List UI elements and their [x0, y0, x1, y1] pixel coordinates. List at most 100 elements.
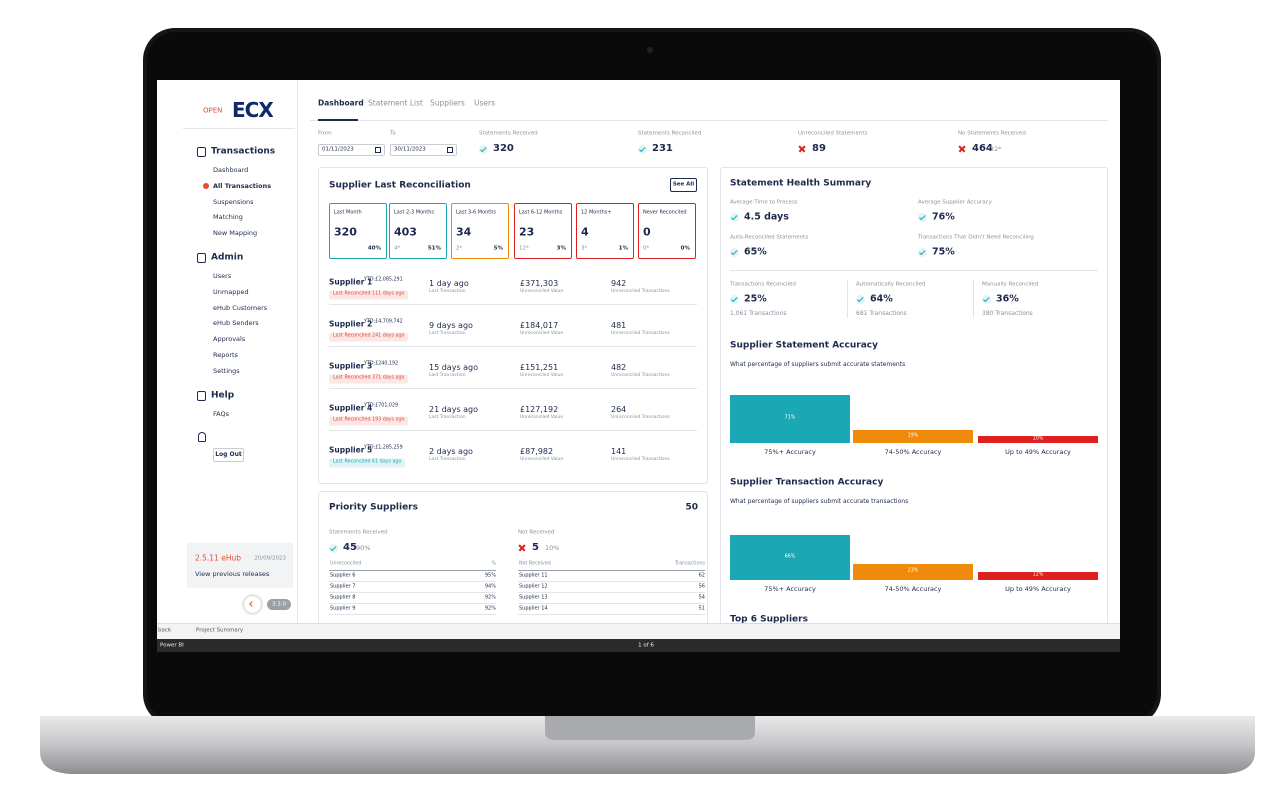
health-value: 25% — [744, 293, 767, 305]
bar — [853, 430, 973, 443]
unreconciled-count: 942 — [611, 279, 627, 288]
bar-label: 71% — [784, 415, 796, 421]
bucket-note: 2* — [456, 245, 463, 252]
release-link[interactable]: View previous releases — [195, 569, 270, 578]
bucket-pct: 40% — [367, 245, 381, 252]
date-input[interactable] — [318, 144, 385, 156]
bucket-label: Last 3-6 Months — [456, 209, 497, 216]
collapse-button[interactable] — [244, 596, 261, 613]
table-cell: 54 — [698, 594, 705, 601]
nav-item[interactable]: Approvals — [213, 334, 246, 343]
kpi-label: Statements Received — [479, 130, 538, 137]
metric-label: Unreconciled Transactions — [611, 288, 670, 294]
supplier-ytd: YTD:£4,709,742 — [364, 319, 403, 325]
bucket-pct: 51% — [427, 245, 441, 252]
supplier-name: Supplier 2 — [329, 319, 373, 329]
reconciled-badge: Last Reconciled 61 days ago — [329, 458, 406, 468]
health-sub: 380 Transactions — [982, 310, 1033, 317]
health-value: 4.5 days — [744, 211, 789, 223]
see-all-button[interactable] — [670, 178, 697, 192]
check-icon — [730, 294, 739, 304]
bucket-pct: 0% — [680, 245, 690, 252]
tab[interactable]: Suppliers — [430, 98, 465, 108]
tab[interactable]: Users — [474, 98, 496, 108]
metric-label: Unreconciled Transactions — [611, 330, 670, 336]
unreconciled-count: 264 — [611, 405, 627, 414]
nav-item[interactable]: New Mapping — [213, 228, 258, 237]
chart-title: Supplier Transaction Accuracy — [730, 477, 884, 488]
table-cell: Supplier 6 — [330, 572, 356, 579]
priority-count: 50 — [685, 502, 698, 513]
powerbi-tabs — [157, 623, 1120, 639]
metric-label: Unreconciled Value — [520, 288, 564, 294]
health-label: Transactions Reconciled — [730, 281, 796, 288]
table-cell: Supplier 11 — [519, 572, 548, 579]
bucket-value: 320 — [334, 225, 357, 239]
card — [318, 167, 708, 484]
check-icon — [982, 294, 991, 304]
nav-item[interactable]: All Transactions — [213, 181, 272, 190]
nav-item[interactable]: Users — [213, 271, 232, 280]
kpi-value: 464 — [972, 143, 993, 154]
table-cell: 51 — [698, 605, 705, 612]
nav-item[interactable]: Matching — [213, 213, 243, 222]
table-cell: Supplier 9 — [330, 605, 356, 612]
row-divider — [329, 304, 697, 305]
table-rule — [329, 570, 496, 571]
nav-section: Admin — [211, 252, 244, 263]
bucket-value: 403 — [394, 225, 417, 239]
calendar-icon — [447, 147, 453, 153]
supplier-ytd: YTD:£2,085,291 — [364, 277, 403, 283]
bar — [978, 436, 1098, 443]
metric-label: Last Transaction — [429, 456, 466, 462]
health-label: Average Time to Process — [730, 199, 798, 206]
bucket-note: 0* — [643, 245, 650, 252]
chart-subtitle: What percentage of suppliers submit accu… — [730, 361, 906, 368]
nav-item[interactable]: Settings — [213, 366, 240, 375]
kpi-value: 231 — [652, 143, 673, 154]
divider — [730, 270, 1098, 271]
table-rule — [518, 603, 705, 604]
last-transaction: 9 days ago — [429, 321, 473, 330]
table-header: % — [491, 561, 496, 567]
nav-item[interactable]: Reports — [213, 350, 238, 359]
table-rule — [518, 592, 705, 593]
filter-label: From — [318, 130, 332, 137]
tab[interactable]: Statement List — [368, 98, 423, 108]
reconciled-badge: Last Reconciled 371 days ago — [329, 374, 409, 384]
logo: OPEN — [203, 106, 223, 115]
calendar-icon — [375, 147, 381, 153]
bucket-value: 34 — [456, 225, 472, 239]
nav-item[interactable]: FAQs — [213, 409, 229, 418]
table-rule — [329, 581, 496, 582]
nav-item[interactable]: Dashboard — [213, 165, 249, 174]
bar — [853, 564, 973, 580]
nav-item[interactable]: eHub Customers — [213, 303, 268, 312]
metric-label: Last Transaction — [429, 372, 466, 378]
version-badge — [267, 599, 291, 610]
health-value: 36% — [996, 293, 1019, 305]
logout-button[interactable] — [213, 448, 244, 462]
bucket-note: 12* — [519, 245, 529, 252]
unreconciled-count: 141 — [611, 447, 627, 456]
bar-category: 74-50% Accuracy — [884, 447, 942, 456]
bucket-value: 0 — [643, 225, 651, 239]
bucket — [514, 203, 572, 259]
powerbi-page[interactable]: Project Summary — [196, 627, 244, 634]
nav-item[interactable]: Suspensions — [213, 197, 254, 206]
table-cell: Supplier 12 — [519, 583, 548, 590]
metric-label: Unreconciled Transactions — [611, 372, 670, 378]
nav-item[interactable]: eHub Senders — [213, 319, 259, 328]
table-cell: Supplier 8 — [330, 594, 356, 601]
bar — [978, 571, 1098, 580]
date-input[interactable] — [390, 144, 457, 156]
powerbi-back[interactable]: back — [158, 627, 172, 634]
nav-item[interactable]: Unmapped — [213, 287, 249, 296]
bucket-value: 23 — [519, 225, 535, 239]
section-icon — [197, 391, 206, 401]
tab[interactable]: Dashboard — [318, 98, 364, 108]
kpi-value: 89 — [812, 143, 826, 154]
bucket — [389, 203, 447, 259]
bucket — [576, 203, 634, 259]
section-icon — [197, 253, 206, 263]
